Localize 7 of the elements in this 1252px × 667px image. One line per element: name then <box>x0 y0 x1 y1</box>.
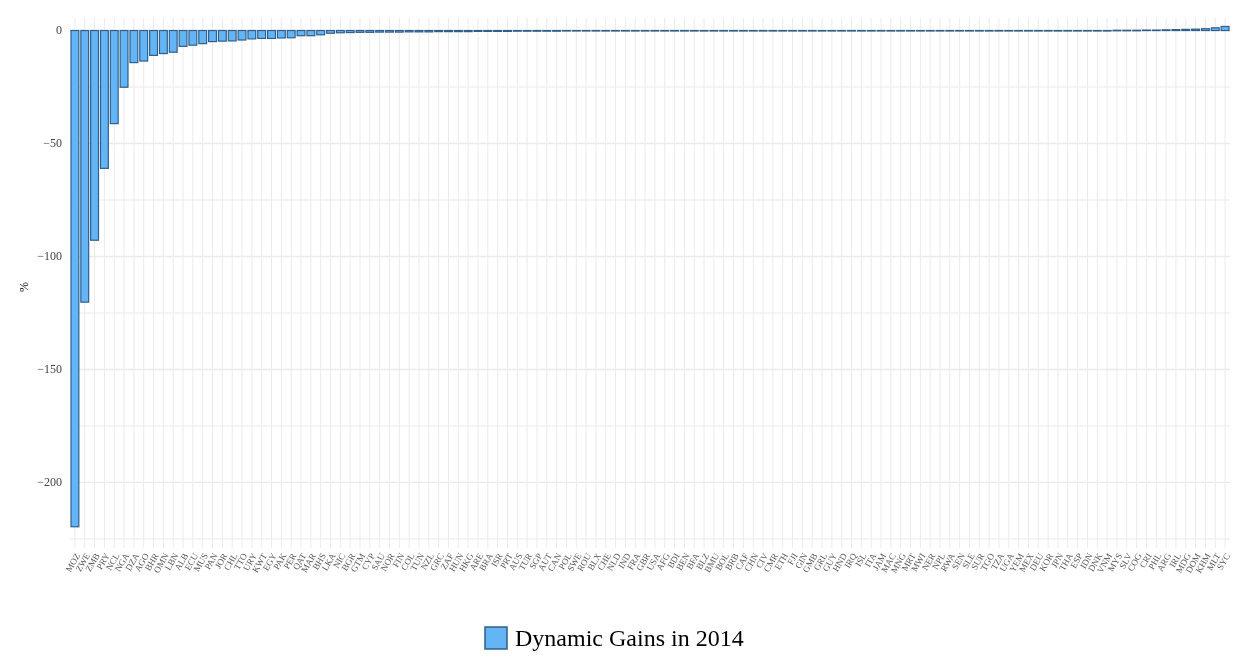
y-axis-title: % <box>17 282 31 292</box>
y-tick-label: −50 <box>43 136 62 151</box>
y-tick-label: −150 <box>37 362 62 377</box>
y-tick-label: −100 <box>37 249 62 264</box>
y-tick-label: −200 <box>37 475 62 490</box>
y-tick-label: 0 <box>56 23 62 38</box>
legend-label: Dynamic Gains in 2014 <box>515 625 744 652</box>
